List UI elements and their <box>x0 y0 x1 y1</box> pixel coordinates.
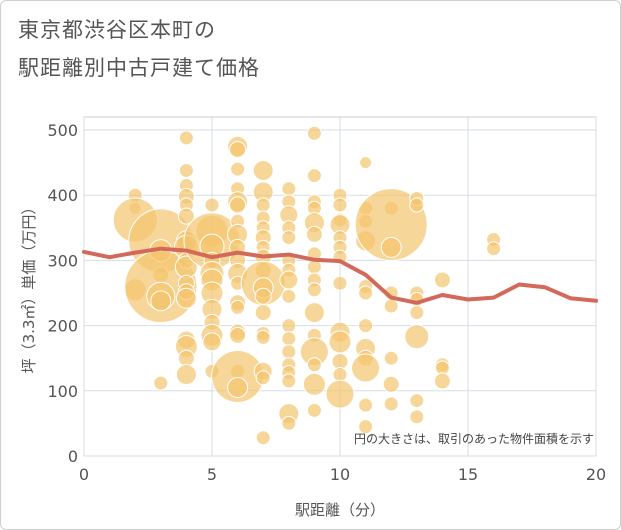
data-bubble <box>178 130 194 146</box>
y-tick-labels: 0 100 200 300 400 500 <box>47 121 78 466</box>
data-bubble <box>358 285 374 301</box>
data-bubble <box>175 287 197 309</box>
data-bubble <box>153 375 169 391</box>
data-bubble <box>254 304 272 322</box>
data-bubble <box>281 344 297 360</box>
data-bubble <box>230 161 246 177</box>
data-bubble <box>358 318 374 334</box>
x-tick-label: 20 <box>586 465 606 484</box>
data-bubble <box>306 357 322 373</box>
data-bubble <box>306 125 322 141</box>
data-bubble <box>177 207 195 225</box>
data-bubble <box>302 372 326 396</box>
data-bubble <box>229 141 247 159</box>
data-bubble <box>358 397 374 413</box>
x-tick-label: 0 <box>79 465 89 484</box>
data-bubble <box>433 271 451 289</box>
data-bubble <box>202 332 222 352</box>
data-bubble <box>332 197 348 213</box>
data-bubble <box>255 430 271 446</box>
x-tick-labels: 0 5 10 15 20 <box>79 465 606 484</box>
data-bubble <box>306 282 322 298</box>
trend-line <box>82 246 598 305</box>
data-bubble <box>254 287 272 305</box>
x-axis-label: 駅距離（分） <box>295 501 385 519</box>
y-tick-label: 100 <box>47 382 78 401</box>
y-tick-label: 300 <box>47 251 78 270</box>
data-bubble <box>404 324 430 350</box>
data-bubble <box>383 298 399 314</box>
data-bubble <box>332 275 348 291</box>
data-bubble <box>325 379 355 409</box>
data-bubble <box>281 373 297 389</box>
data-bubble <box>433 372 451 390</box>
data-bubble <box>486 241 502 257</box>
data-bubble <box>281 230 297 246</box>
chart-title-line2: 駅距離別中古戸建て価格 <box>18 56 260 80</box>
data-bubble <box>252 159 274 181</box>
data-bubble <box>229 196 247 214</box>
data-bubble <box>150 290 172 312</box>
data-bubble <box>382 375 400 393</box>
data-bubble <box>383 396 399 412</box>
x-tick-label: 15 <box>458 465 478 484</box>
data-bubble <box>409 393 425 409</box>
data-bubble <box>281 415 297 431</box>
data-bubble <box>306 168 322 184</box>
data-bubble <box>281 181 297 197</box>
chart-title-line1: 東京都渋谷区本町の <box>18 18 216 42</box>
data-bubble <box>229 326 247 344</box>
data-bubble <box>227 377 249 399</box>
data-bubble <box>178 162 194 178</box>
y-tick-label: 200 <box>47 317 78 336</box>
data-bubble <box>175 364 197 386</box>
data-bubble <box>230 299 246 315</box>
data-bubble <box>255 329 271 345</box>
data-bubble <box>204 197 220 213</box>
data-bubble <box>279 270 299 290</box>
data-bubble <box>351 353 381 383</box>
data-bubble <box>332 367 348 383</box>
y-tick-label: 500 <box>47 121 78 140</box>
x-tick-label: 5 <box>207 465 217 484</box>
y-axis-label: 坪（3.3㎡）単価（万円） <box>20 200 38 374</box>
data-bubble <box>255 197 271 213</box>
data-bubble <box>305 225 323 243</box>
data-bubble <box>281 288 297 304</box>
data-bubble <box>306 402 322 418</box>
y-tick-label: 400 <box>47 186 78 205</box>
data-bubble <box>409 305 425 321</box>
y-tick-label: 0 <box>68 447 78 466</box>
data-bubble <box>409 409 425 425</box>
x-tick-label: 10 <box>330 465 350 484</box>
bubble-size-note: 円の大きさは、取引のあった物件面積を示す <box>354 431 594 446</box>
data-bubble <box>177 349 195 367</box>
data-bubble <box>328 330 352 354</box>
data-bubble <box>359 156 373 170</box>
data-bubble <box>380 236 402 258</box>
data-bubble <box>281 318 297 334</box>
data-bubble <box>409 197 425 213</box>
data-bubble <box>354 188 428 262</box>
data-bubble <box>383 350 399 366</box>
data-bubble <box>303 302 325 324</box>
data-bubble <box>358 419 374 435</box>
data-bubble <box>255 370 271 386</box>
bubble-layer <box>112 125 502 446</box>
data-bubble <box>281 331 297 347</box>
